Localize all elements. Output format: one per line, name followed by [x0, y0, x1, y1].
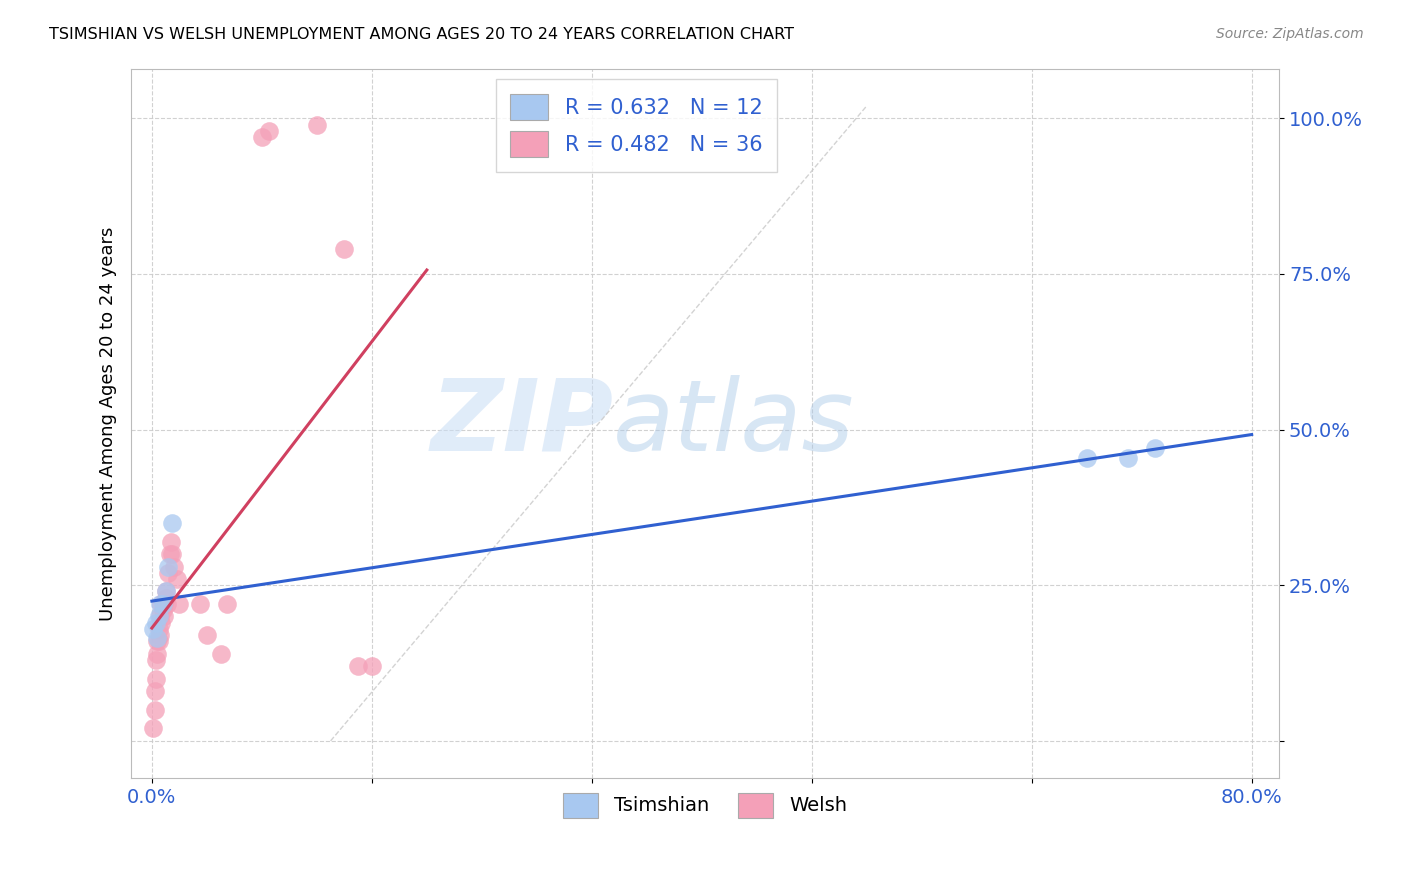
Point [169, 597, 191, 611]
Point [148, 609, 170, 624]
Point [166, 572, 188, 586]
Point [148, 622, 170, 636]
Point [159, 547, 181, 561]
Point [188, 597, 211, 611]
Point [157, 559, 180, 574]
Point [145, 672, 167, 686]
Point [162, 516, 184, 530]
Point [305, 118, 328, 132]
Legend: Tsimshian, Welsh: Tsimshian, Welsh [555, 785, 855, 825]
Point [152, 603, 174, 617]
Point [150, 597, 173, 611]
Point [148, 634, 170, 648]
Point [142, 722, 165, 736]
Point [162, 547, 184, 561]
Point [1116, 450, 1139, 465]
Point [163, 559, 186, 574]
Text: Source: ZipAtlas.com: Source: ZipAtlas.com [1216, 27, 1364, 41]
Text: atlas: atlas [613, 375, 855, 472]
Point [150, 615, 173, 630]
Text: ZIP: ZIP [430, 375, 613, 472]
Point [145, 615, 167, 630]
Point [143, 703, 166, 717]
Point [146, 631, 169, 645]
Point [149, 628, 172, 642]
Y-axis label: Unemployment Among Ages 20 to 24 years: Unemployment Among Ages 20 to 24 years [100, 227, 117, 621]
Point [195, 628, 218, 642]
Point [146, 634, 169, 648]
Point [360, 659, 382, 673]
Point [160, 534, 183, 549]
Point [217, 597, 239, 611]
Point [156, 597, 179, 611]
Point [149, 597, 172, 611]
Point [209, 647, 232, 661]
Point [347, 659, 370, 673]
Point [146, 647, 169, 661]
Text: TSIMSHIAN VS WELSH UNEMPLOYMENT AMONG AGES 20 TO 24 YEARS CORRELATION CHART: TSIMSHIAN VS WELSH UNEMPLOYMENT AMONG AG… [49, 27, 794, 42]
Point [1144, 442, 1167, 456]
Point [155, 584, 177, 599]
Point [145, 653, 167, 667]
Point [1076, 450, 1098, 465]
Point [143, 684, 166, 698]
Point [152, 597, 174, 611]
Point [333, 242, 356, 256]
Point [142, 622, 165, 636]
Point [149, 609, 172, 624]
Point [153, 609, 176, 624]
Point [257, 124, 280, 138]
Point [155, 584, 177, 599]
Point [153, 597, 176, 611]
Point [155, 591, 177, 605]
Point [157, 566, 180, 580]
Point [250, 130, 273, 145]
